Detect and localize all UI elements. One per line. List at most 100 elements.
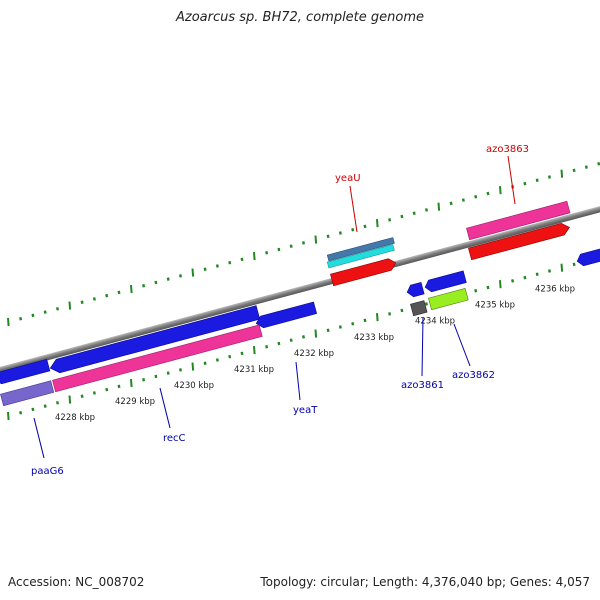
- scale-tick: [80, 394, 84, 398]
- gene-arrow-azo3862[interactable]: [424, 270, 467, 293]
- scale-tick: [437, 202, 441, 211]
- scale-tick: [351, 227, 355, 232]
- scale-tick: [388, 218, 392, 222]
- scale-tick: [92, 391, 96, 395]
- scale-tick: [92, 297, 96, 301]
- scale-tick: [240, 351, 244, 356]
- scale-tick: [43, 404, 47, 408]
- scale-label: 4232 kbp: [294, 349, 334, 359]
- scale-tick: [215, 358, 219, 362]
- scale-tick: [572, 168, 576, 173]
- gene-label-yeaT[interactable]: yeaT: [293, 405, 318, 416]
- gene-arrow-azo3861[interactable]: [406, 281, 425, 298]
- accession-text: Accession: NC_008702: [8, 575, 145, 589]
- scale-tick: [80, 300, 84, 304]
- scale-label: 4234 kbp: [415, 317, 455, 327]
- scale-tick: [326, 234, 330, 239]
- scale-label: 4235 kbp: [475, 300, 515, 310]
- scale-tick: [154, 374, 158, 379]
- scale-tick: [179, 368, 182, 372]
- scale-tick: [425, 302, 428, 306]
- scale-tick: [461, 198, 465, 202]
- cds-recC[interactable]: [52, 324, 263, 393]
- scale-tick: [499, 280, 502, 289]
- scale-tick: [56, 307, 59, 311]
- scale-tick: [265, 345, 269, 349]
- forward-gene-track: [330, 222, 571, 287]
- scale-tick: [191, 362, 195, 371]
- cds-azo3862[interactable]: [428, 288, 469, 311]
- scale-tick: [277, 247, 281, 252]
- reverse-cds-track: [0, 288, 469, 407]
- scale-tick: [43, 310, 47, 314]
- scale-tick: [31, 407, 35, 412]
- scale-tick: [474, 289, 478, 293]
- scale-tick: [548, 269, 551, 273]
- scale-tick: [388, 312, 392, 316]
- scale-tick: [228, 260, 232, 265]
- scale-tick: [560, 263, 564, 272]
- scale-tick: [338, 231, 342, 235]
- scale-tick: [117, 384, 121, 389]
- scale-tick: [560, 169, 564, 178]
- gene-label-azo3863[interactable]: azo3863: [486, 144, 529, 155]
- scale-tick: [572, 262, 576, 267]
- scale-tick: [166, 371, 170, 375]
- cds-yeaU-steel[interactable]: [326, 237, 395, 262]
- scale-label: 4230 kbp: [174, 381, 214, 391]
- scale-tick: [584, 165, 588, 169]
- scale-tick: [215, 264, 219, 268]
- scale-tick: [179, 274, 182, 278]
- genome-backbone: [0, 196, 600, 379]
- gene-arrow-yeaU[interactable]: [330, 257, 397, 287]
- gene-arrow-yeaT[interactable]: [255, 301, 318, 329]
- cds-yeaU-cyan[interactable]: [326, 244, 395, 269]
- scale-label: 4236 kbp: [535, 284, 575, 294]
- scale-tick: [265, 251, 269, 255]
- scale-tick: [548, 175, 551, 179]
- scale-tick: [597, 162, 600, 166]
- scale-tick: [351, 321, 355, 326]
- outer-tick-ring: [7, 162, 600, 327]
- scale-tick: [240, 257, 244, 262]
- cds-paaG6[interactable]: [0, 380, 55, 407]
- scale-tick: [289, 244, 293, 248]
- scale-tick: [449, 201, 453, 206]
- scale-tick: [326, 328, 330, 333]
- scale-tick: [191, 268, 195, 277]
- gene-arrow-recC-region[interactable]: [48, 305, 261, 375]
- scale-tick: [486, 191, 490, 196]
- gene-arrow-paaG6-region[interactable]: [0, 358, 51, 385]
- map-title: Azoarcus sp. BH72, complete genome: [175, 10, 425, 25]
- reverse-gene-track: [0, 246, 600, 385]
- scale-tick: [277, 341, 281, 346]
- scale-tick: [363, 224, 367, 229]
- cds-azo3861[interactable]: [410, 300, 428, 317]
- scale-tick: [68, 395, 72, 404]
- gene-label-yeaU[interactable]: yeaU: [335, 173, 361, 184]
- scale-tick: [105, 293, 109, 298]
- gene-label-azo3861[interactable]: azo3861: [401, 380, 444, 391]
- scale-tick: [523, 275, 527, 280]
- gene-label-recC[interactable]: recC: [163, 433, 186, 444]
- gene-label-paaG6[interactable]: paaG6: [31, 466, 64, 477]
- scale-tick: [523, 181, 527, 186]
- scale-tick: [474, 195, 478, 199]
- gene-arrow-azo3863[interactable]: [468, 222, 571, 261]
- scale-tick: [203, 267, 207, 272]
- scale-tick: [203, 361, 207, 366]
- scale-tick: [400, 308, 404, 313]
- scale-tick: [142, 284, 146, 288]
- scale-tick: [376, 219, 379, 228]
- scale-tick: [486, 285, 490, 290]
- scale-tick: [142, 378, 146, 382]
- scale-tick: [499, 186, 502, 195]
- scale-tick: [130, 378, 133, 388]
- gene-arrow-right-edge[interactable]: [576, 246, 600, 267]
- scale-tick: [302, 241, 305, 245]
- scale-tick: [117, 290, 121, 295]
- cds-azo3863[interactable]: [466, 200, 571, 241]
- gene-label-azo3862[interactable]: azo3862: [452, 370, 495, 381]
- scale-label: 4233 kbp: [354, 333, 394, 343]
- scale-tick: [154, 280, 158, 285]
